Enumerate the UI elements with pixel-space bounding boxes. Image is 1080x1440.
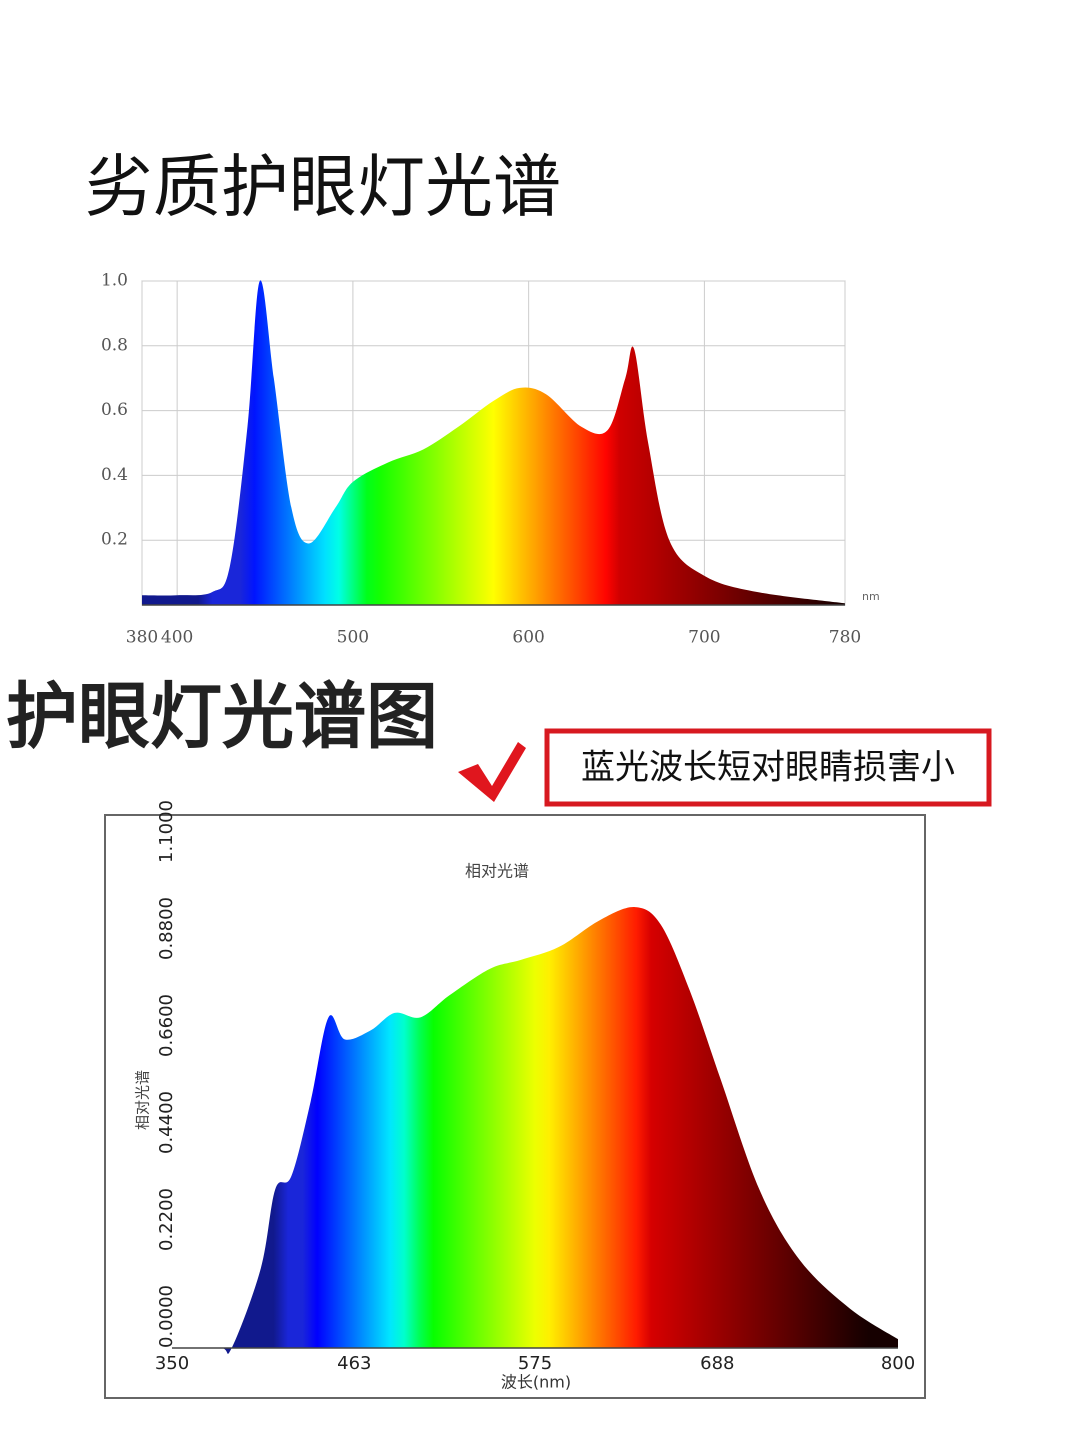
chart-title: 护眼灯光谱图 xyxy=(6,675,438,759)
y-tick-label: 1.1000 xyxy=(156,800,177,863)
annotation: 蓝光波长短对眼睛损害小 xyxy=(581,748,955,788)
y-tick-label: 0.4400 xyxy=(156,1091,177,1154)
y-tick-label: 0.0000 xyxy=(156,1285,177,1348)
x-tick-label: 463 xyxy=(337,1353,371,1374)
x-axis-label: 波长(nm) xyxy=(501,1373,571,1392)
y-tick-label: 0.2200 xyxy=(156,1188,177,1251)
y-tick-label: 0.6600 xyxy=(156,994,177,1057)
x-tick-label: 575 xyxy=(518,1353,552,1374)
x-axis-label: nm xyxy=(862,590,880,603)
y-tick-label: 0.2 xyxy=(101,530,128,550)
x-tick-label: 350 xyxy=(155,1353,189,1374)
spectrum-area xyxy=(142,280,845,605)
y-tick-label: 1.0 xyxy=(101,271,128,291)
y-axis-label: 相对光谱 xyxy=(134,1070,152,1130)
y-tick-label: 0.6 xyxy=(101,400,128,420)
x-tick-label: 800 xyxy=(881,1353,915,1374)
y-tick-label: 0.8 xyxy=(101,335,128,355)
x-tick-label: 400 xyxy=(161,628,193,648)
x-tick-label: 700 xyxy=(688,628,720,648)
x-tick-label: 688 xyxy=(700,1353,734,1374)
x-tick-label: 780 xyxy=(829,628,861,648)
chart-title: 劣质护眼灯光谱 xyxy=(85,149,561,228)
x-tick-label: 380 xyxy=(126,628,158,648)
y-tick-label: 0.8800 xyxy=(156,897,177,960)
check-mark xyxy=(458,742,526,802)
x-tick-label: 500 xyxy=(337,628,369,648)
chart-frame xyxy=(104,814,926,1399)
annotation-box xyxy=(544,728,992,807)
spectrum-area xyxy=(172,907,898,1354)
x-tick-label: 600 xyxy=(512,628,544,648)
y-tick-label: 0.4 xyxy=(101,465,128,485)
chart-subtitle: 相对光谱 xyxy=(465,862,529,881)
